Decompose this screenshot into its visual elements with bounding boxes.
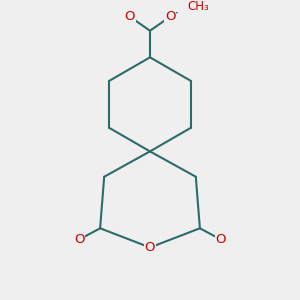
Text: O: O	[165, 10, 175, 23]
Text: O: O	[145, 241, 155, 254]
Text: O: O	[74, 233, 85, 246]
Text: CH₃: CH₃	[188, 0, 209, 13]
Text: O: O	[215, 233, 226, 246]
Text: O: O	[125, 10, 135, 23]
